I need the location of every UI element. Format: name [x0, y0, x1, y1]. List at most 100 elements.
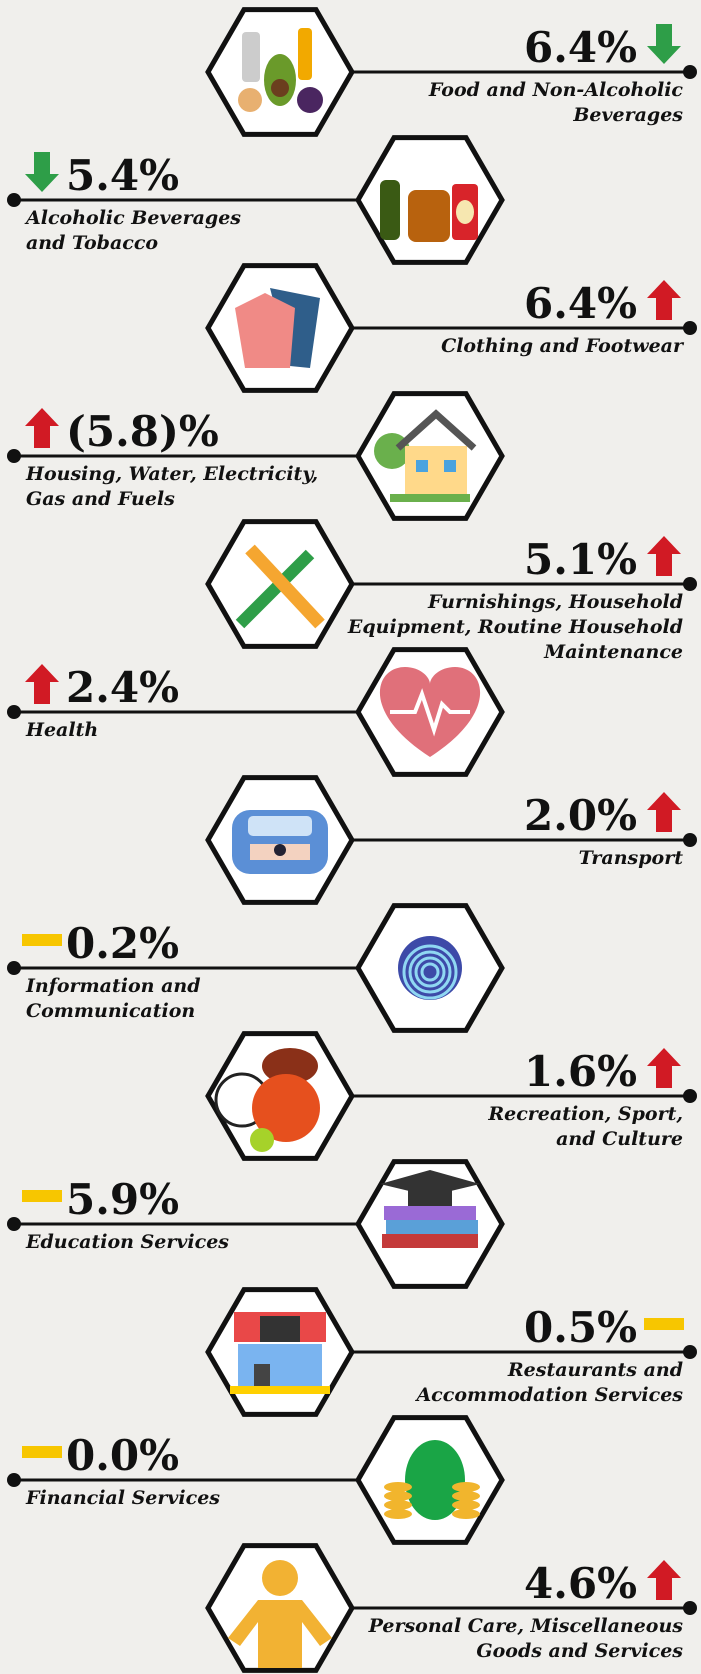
- icon-part: [452, 1482, 480, 1492]
- trend-up-arrow: [647, 1048, 681, 1088]
- icon-part: [386, 1220, 478, 1234]
- value-label: 5.9%: [66, 1175, 179, 1224]
- icon-part: [452, 1491, 480, 1501]
- icon-part: [238, 88, 262, 112]
- icon-part: [380, 180, 400, 240]
- connector-dot: [7, 449, 21, 463]
- category-label: Housing, Water, Electricity,: [25, 463, 318, 485]
- value-label: 4.6%: [524, 1559, 637, 1608]
- trend-up-arrow: [647, 280, 681, 320]
- icon-part: [456, 200, 474, 224]
- trend-up-arrow: [647, 536, 681, 576]
- page: 6.4% Food and Non-Alcoholic Beverages 5.4% A…: [0, 0, 701, 1674]
- infographic: 6.4% Food and Non-Alcoholic Beverages 5.4% A…: [0, 0, 701, 1674]
- icon-part: [235, 293, 295, 368]
- category-label: Financial Services: [25, 1487, 220, 1509]
- icon-part: [452, 1500, 480, 1510]
- category-label: Maintenance: [543, 641, 683, 663]
- connector-dot: [683, 833, 697, 847]
- category-label: and Culture: [556, 1128, 683, 1150]
- trend-flat-bar: [22, 1446, 62, 1458]
- icon-part: [230, 1386, 330, 1394]
- icon-part: [298, 28, 312, 80]
- category-label: Personal Care, Miscellaneous: [368, 1615, 684, 1637]
- category-label: Goods and Services: [476, 1640, 683, 1662]
- category-label: Clothing and Footwear: [441, 335, 685, 357]
- connector-dot: [7, 961, 21, 975]
- connector-dot: [683, 577, 697, 591]
- category-label: Equipment, Routine Household: [347, 616, 683, 638]
- category-label: Restaurants and: [507, 1359, 683, 1381]
- value-label: 6.4%: [524, 279, 637, 328]
- icon-part: [242, 32, 260, 82]
- value-label: 6.4%: [524, 23, 637, 72]
- category-label: Education Services: [25, 1231, 229, 1253]
- connector-dot: [7, 193, 21, 207]
- icon-part: [416, 460, 428, 472]
- icon-part: [254, 1364, 270, 1388]
- icon-part: [274, 844, 286, 856]
- value-label: 5.4%: [66, 151, 179, 200]
- value-label: 0.2%: [66, 919, 179, 968]
- icon-part: [297, 87, 323, 113]
- icon: [230, 1312, 330, 1394]
- trend-down-arrow: [647, 24, 681, 64]
- icon-part: [262, 1560, 298, 1596]
- icon-part: [384, 1482, 412, 1492]
- category-label: and Tobacco: [26, 232, 158, 254]
- icon-part: [250, 1128, 274, 1152]
- category-label: Information and: [25, 975, 200, 997]
- icon-part: [384, 1206, 476, 1220]
- trend-up-arrow: [25, 664, 59, 704]
- value-label: 2.0%: [524, 791, 637, 840]
- icon-part: [260, 1316, 300, 1342]
- trend-down-arrow: [25, 152, 59, 192]
- icon: [232, 810, 328, 874]
- connector-dot: [7, 1217, 21, 1231]
- value-label: 0.5%: [524, 1303, 637, 1352]
- trend-flat-bar: [644, 1318, 684, 1330]
- category-label: Communication: [26, 1000, 195, 1022]
- icon-part: [382, 1234, 478, 1248]
- icon-part: [384, 1500, 412, 1510]
- icon-part: [408, 1188, 452, 1206]
- value-label: 1.6%: [524, 1047, 637, 1096]
- icon-part: [271, 79, 289, 97]
- category-label: Food and Non-Alcoholic: [428, 79, 684, 101]
- icon-part: [452, 1509, 480, 1519]
- icon-part: [390, 494, 470, 502]
- value-label: 5.1%: [524, 535, 637, 584]
- connector-dot: [683, 321, 697, 335]
- trend-flat-bar: [22, 1190, 62, 1202]
- trend-up-arrow: [647, 1560, 681, 1600]
- category-label: Alcoholic Beverages: [24, 207, 241, 229]
- icon: [398, 936, 462, 1000]
- connector-dot: [683, 1089, 697, 1103]
- category-label: Health: [25, 719, 98, 741]
- trend-flat-bar: [22, 934, 62, 946]
- icon-part: [408, 190, 450, 242]
- trend-up-arrow: [25, 408, 59, 448]
- icon-part: [238, 1344, 322, 1388]
- icon-part: [405, 446, 467, 494]
- connector-dot: [683, 1601, 697, 1615]
- icon-part: [444, 460, 456, 472]
- category-label: Accommodation Services: [414, 1384, 683, 1406]
- connector-dot: [7, 1473, 21, 1487]
- category-label: Furnishings, Household: [427, 591, 683, 613]
- trend-up-arrow: [647, 792, 681, 832]
- icon-part: [384, 1509, 412, 1519]
- connector-dot: [7, 705, 21, 719]
- category-label: Gas and Fuels: [26, 488, 175, 510]
- icon: [380, 1170, 480, 1248]
- value-label: 0.0%: [66, 1431, 179, 1480]
- connector-dot: [683, 65, 697, 79]
- value-label: (5.8)%: [66, 407, 219, 456]
- connector-dot: [683, 1345, 697, 1359]
- icon-part: [384, 1491, 412, 1501]
- icon-part: [248, 816, 312, 836]
- category-label: Beverages: [572, 104, 683, 126]
- category-label: Transport: [579, 847, 684, 869]
- value-label: 2.4%: [66, 663, 179, 712]
- category-label: Recreation, Sport,: [487, 1103, 683, 1125]
